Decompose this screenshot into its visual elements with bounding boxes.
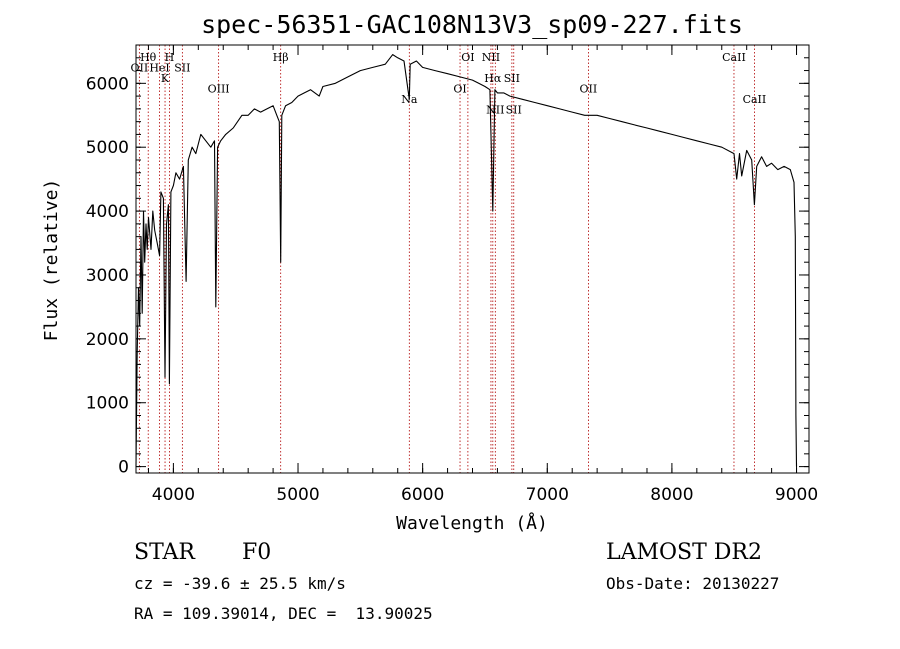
y-tick-label: 0 [118,458,129,478]
y-tick-label: 5000 [86,138,129,158]
y-tick-label: 4000 [86,202,129,222]
line-label: Na [401,93,418,106]
emission-line-markers [138,45,755,473]
line-label: OI [461,51,474,64]
line-label: NII [482,51,500,64]
line-label: HeI [149,62,169,75]
line-label: CaII [743,93,767,106]
line-label: SII [506,104,522,117]
y-tick-label: 1000 [86,394,129,414]
flux-series [135,54,798,467]
line-label: H [165,51,175,64]
line-label: SII [174,62,190,75]
coordinates: RA = 109.39014, DEC = 13.90025 [134,604,433,623]
chart-title: spec-56351-GAC108N13V3_sp09-227.fits [201,10,743,39]
x-tick-label: 5000 [276,485,319,505]
x-tick-label: 9000 [775,485,818,505]
plot-frame [135,44,810,474]
line-label: OII [131,62,149,75]
line-label: Hα [484,72,502,85]
line-label: CaII [722,51,746,64]
line-label: OIII [208,83,230,96]
flux-line [135,54,798,467]
x-axis-label: Wavelength (Å) [396,512,548,534]
observation-date: Obs-Date: 20130227 [606,574,780,593]
y-tick-label: 3000 [86,266,129,286]
x-tick-label: 4000 [152,485,195,505]
line-label: SII [504,72,520,85]
line-label: K [161,72,170,85]
y-tick-label: 6000 [86,74,129,94]
x-tick-label: 6000 [401,485,444,505]
plot-axes: 4000 5000 6000 7000 8000 9000 0 1000 2000 3000 400… [86,44,818,505]
redshift-cz: cz = -39.6 ± 25.5 km/s [134,574,346,593]
line-label: OII [580,83,598,96]
line-label: Hθ [140,51,157,64]
y-tick-label: 2000 [86,330,129,350]
object-subclass: F0 [242,540,272,565]
line-label: OI [453,83,466,96]
x-tick-label: 8000 [650,485,693,505]
object-class: STAR [134,540,195,565]
x-tick-label: 7000 [526,485,569,505]
y-axis-label: Flux (relative) [41,179,62,342]
survey-name: LAMOST DR2 [606,540,762,565]
line-label: Hβ [273,51,289,64]
line-label: NII [486,104,504,117]
